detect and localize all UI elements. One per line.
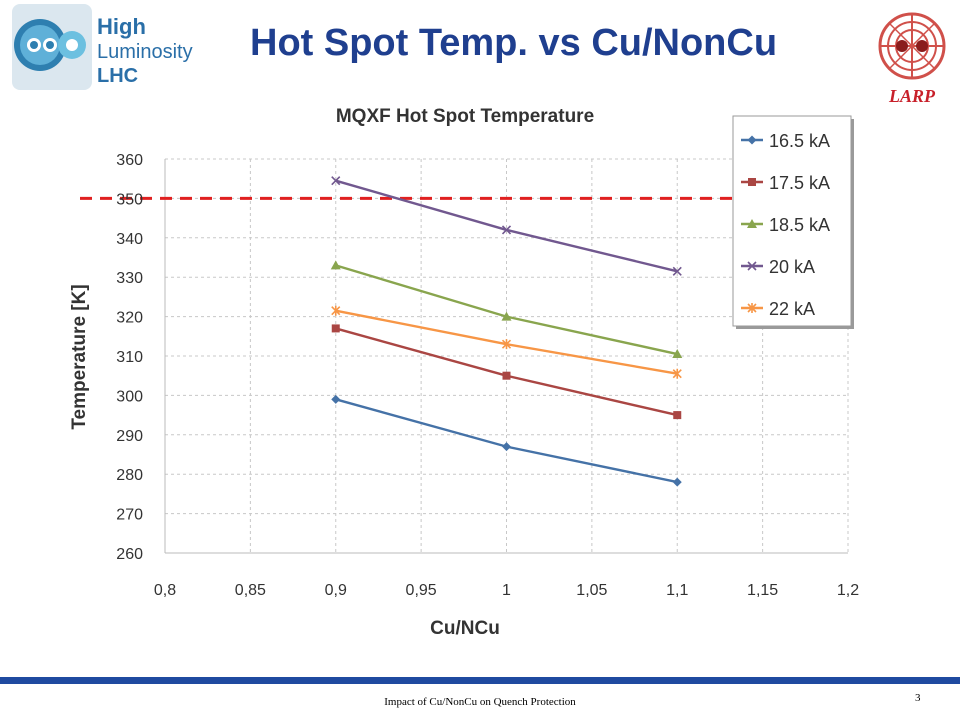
- legend-label: 16.5 kA: [769, 131, 830, 151]
- y-tick-label: 280: [116, 467, 143, 484]
- legend-label: 18.5 kA: [769, 215, 830, 235]
- data-point: [673, 411, 682, 420]
- legend-entry: 18.5 kA: [741, 215, 830, 235]
- data-point: [502, 442, 511, 452]
- larp-logo: LARP: [878, 12, 946, 106]
- logo-text-line1: High: [97, 14, 146, 39]
- data-point: [501, 225, 512, 235]
- x-tick-label: 1,15: [747, 582, 778, 599]
- larp-logo-text: LARP: [888, 86, 936, 106]
- y-tick-label: 300: [116, 388, 143, 405]
- high-luminosity-lhc-logo: High Luminosity LHC: [0, 0, 215, 100]
- chart-title: MQXF Hot Spot Temperature: [336, 106, 594, 127]
- x-tick-label: 0,9: [325, 582, 347, 599]
- x-tick-label: 0,8: [154, 582, 176, 599]
- legend-marker: [747, 303, 757, 313]
- data-point: [331, 176, 341, 186]
- chart-legend: 16.5 kA 17.5 kA 18.5 kA 20 kA 22 kA: [732, 115, 854, 329]
- x-tick-label: 1,2: [837, 582, 859, 599]
- x-tick-label: 0,95: [406, 582, 437, 599]
- chart-gridlines: [164, 158, 849, 554]
- legend-label: 17.5 kA: [769, 173, 830, 193]
- series-2: [330, 260, 683, 359]
- series-3: [331, 176, 682, 276]
- y-axis-label: Temperature [K]: [69, 284, 90, 429]
- y-tick-label: 330: [116, 270, 143, 287]
- legend-entry: 22 kA: [741, 299, 815, 319]
- y-axis-ticks: 360 350 340 330 320 310 300 290 280 270 260: [116, 152, 143, 563]
- data-point: [331, 394, 341, 404]
- x-axis-label: Cu/NCu: [430, 618, 500, 639]
- legend-label: 22 kA: [769, 299, 815, 319]
- y-tick-label: 350: [116, 191, 143, 208]
- series-1: [331, 324, 682, 420]
- y-tick-label: 310: [116, 349, 143, 366]
- y-tick-label: 340: [116, 231, 143, 248]
- data-point: [330, 260, 341, 270]
- series-4: [331, 305, 682, 379]
- y-tick-label: 320: [116, 310, 143, 327]
- data-point: [672, 477, 682, 487]
- x-axis-ticks: 0,8 0,85 0,9 0,95 1 1,05 1,1 1,15 1,2: [154, 582, 859, 599]
- data-point: [331, 324, 340, 333]
- series-0: [331, 394, 682, 487]
- legend-entry: 20 kA: [741, 257, 815, 277]
- legend-label: 20 kA: [769, 257, 815, 277]
- y-tick-label: 290: [116, 428, 143, 445]
- series-group: [330, 176, 683, 487]
- data-point: [501, 311, 512, 321]
- data-point: [672, 266, 682, 276]
- y-tick-label: 260: [116, 546, 143, 563]
- x-tick-label: 1,1: [666, 582, 688, 599]
- data-point: [502, 371, 511, 380]
- footer-text: Impact of Cu/NonCu on Quench Protection: [384, 696, 576, 708]
- data-point: [331, 305, 341, 316]
- data-point: [672, 368, 682, 379]
- y-tick-label: 360: [116, 152, 143, 169]
- slide-title: Hot Spot Temp. vs Cu/NonCu: [250, 22, 778, 64]
- footer-bar: [0, 677, 960, 684]
- data-point: [672, 349, 683, 359]
- logo-text-line3: LHC: [97, 65, 138, 87]
- legend-entry: 16.5 kA: [741, 131, 830, 151]
- legend-marker: [747, 261, 757, 271]
- x-tick-label: 1: [502, 582, 511, 599]
- x-tick-label: 0,85: [235, 582, 266, 599]
- legend-entry: 17.5 kA: [741, 173, 830, 193]
- legend-marker: [747, 135, 757, 145]
- legend-marker: [747, 219, 757, 228]
- logo-text-line2: Luminosity: [97, 41, 193, 63]
- legend-marker: [748, 178, 756, 186]
- x-tick-label: 1,05: [576, 582, 607, 599]
- page-number: 3: [915, 692, 921, 704]
- data-point: [501, 339, 512, 350]
- y-tick-label: 270: [116, 507, 143, 524]
